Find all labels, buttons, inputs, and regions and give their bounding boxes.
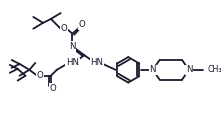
Text: CH₃: CH₃	[208, 65, 222, 74]
Text: N: N	[149, 65, 156, 74]
Text: HN: HN	[90, 58, 103, 68]
Text: O: O	[50, 84, 56, 93]
Text: O: O	[60, 24, 67, 33]
Text: N: N	[69, 42, 76, 51]
Text: O: O	[37, 71, 43, 80]
Text: O: O	[79, 20, 86, 29]
Text: HN: HN	[66, 58, 79, 68]
Text: N: N	[186, 65, 192, 74]
